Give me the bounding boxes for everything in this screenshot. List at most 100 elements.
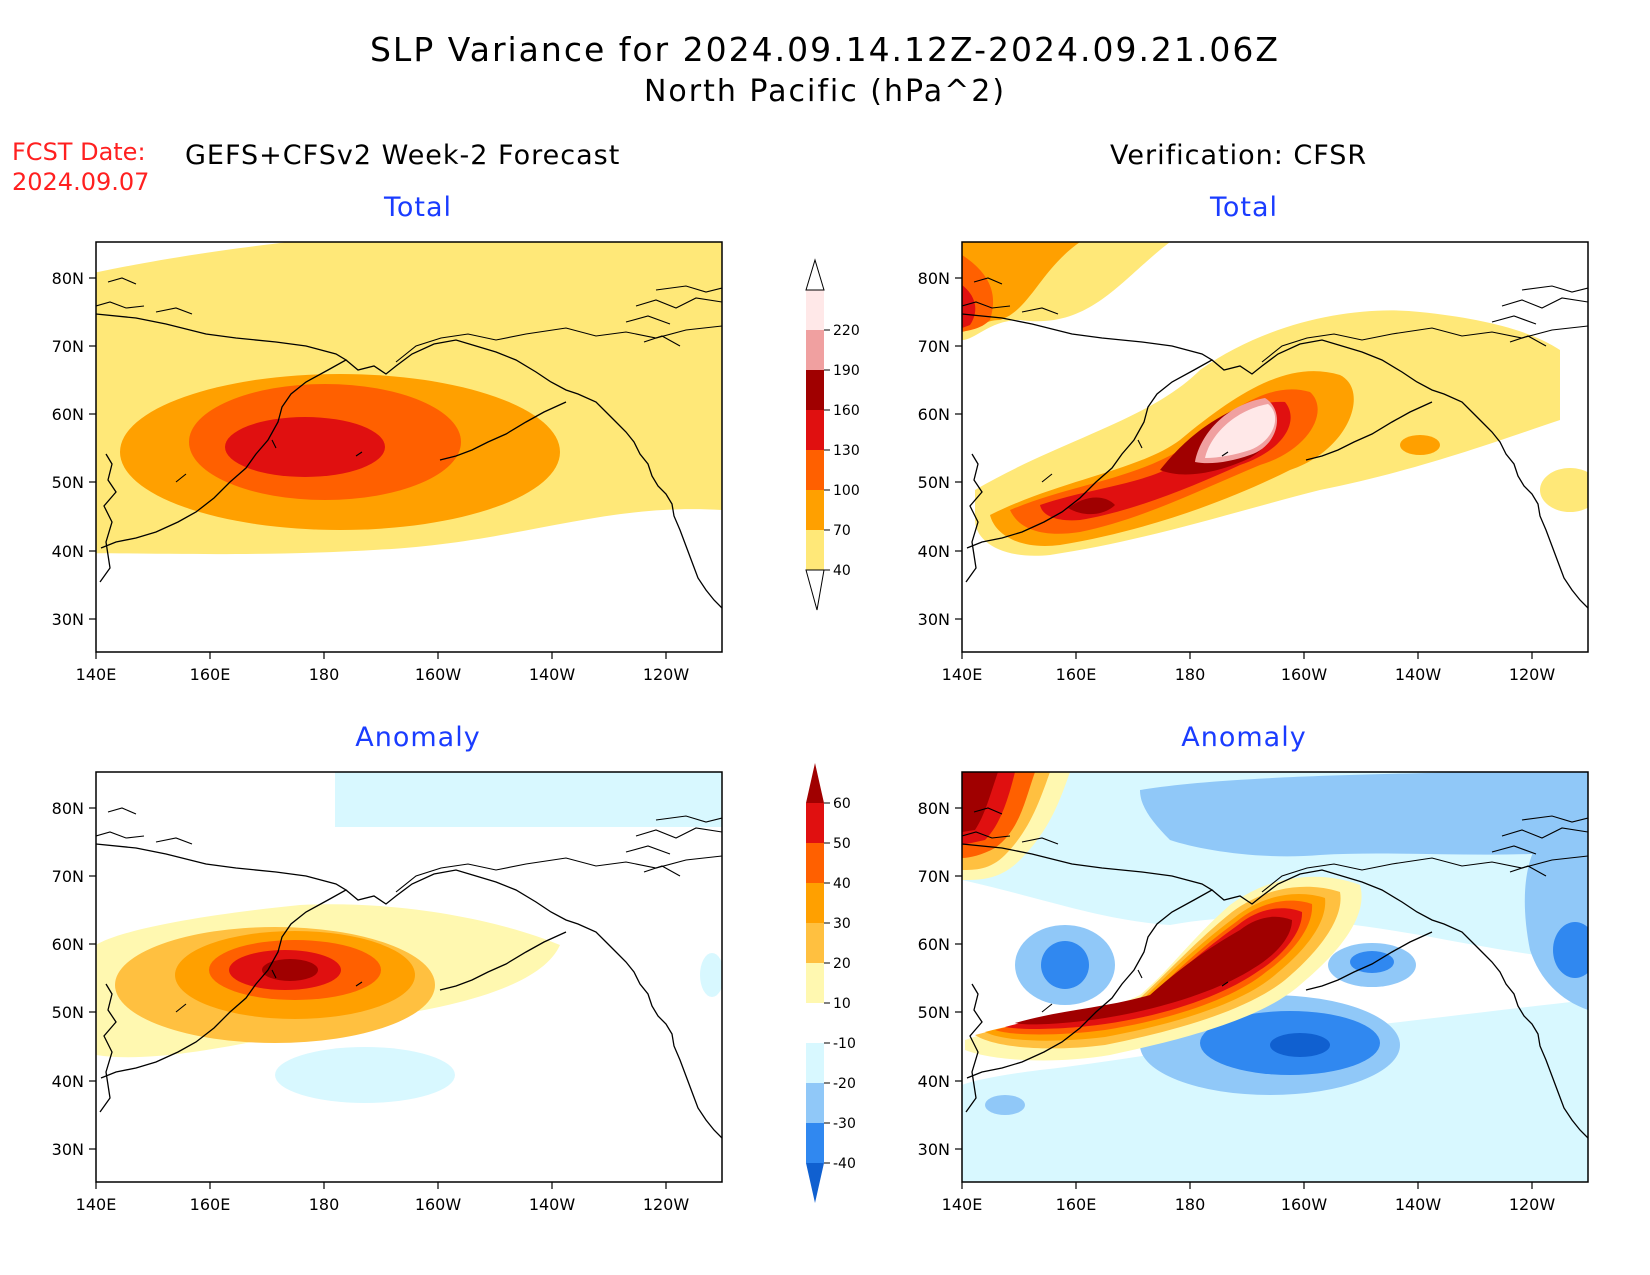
forecast-total-map (95, 241, 723, 653)
colorbar-anomaly: -40 -30 -20 -10 10 20 30 40 50 60 (806, 763, 856, 1203)
colorbar-total-top-arrow (805, 258, 825, 291)
panel-title-forecast-total: Total (383, 192, 453, 223)
colorbar-total-box (806, 370, 824, 410)
lon-tick-label: 140E (76, 665, 117, 684)
lat-tick-label: 30N (52, 1140, 84, 1159)
colorbar-anomaly-box (806, 1043, 824, 1083)
lon-tick-label: 180 (309, 665, 340, 684)
verification-total-map (961, 241, 1589, 653)
lon-tick-label: 120W (1509, 665, 1556, 684)
lon-tick-label: 120W (643, 1195, 690, 1214)
lon-tick-label: 160E (190, 665, 231, 684)
lon-tick-label: 160E (190, 1195, 231, 1214)
colorbar-total-label: 100 (833, 483, 860, 499)
colorbar-total-box (806, 450, 824, 490)
colorbar-anomaly-label: 10 (833, 996, 851, 1012)
lat-tick-label: 50N (52, 473, 84, 492)
lat-tick-label: 50N (918, 473, 950, 492)
colorbar-total-box (806, 330, 824, 370)
lon-tick-label: 180 (1175, 1195, 1206, 1214)
lat-tick-label: 40N (918, 1072, 950, 1091)
fcst-date-value: 2024.09.07 (12, 168, 150, 196)
lat-tick-label: 40N (52, 542, 84, 561)
lon-tick-label: 160E (1056, 1195, 1097, 1214)
lat-tick-label: 30N (52, 610, 84, 629)
main-subtitle: North Pacific (hPa^2) (643, 74, 1007, 109)
lon-tick-label: 140W (529, 665, 576, 684)
lon-tick-label: 180 (309, 1195, 340, 1214)
panel-title-forecast-anomaly: Anomaly (355, 722, 481, 753)
colorbar-anomaly-box (806, 963, 824, 1003)
panel-title-verification-anomaly: Anomaly (1181, 722, 1307, 753)
lat-tick-label: 60N (918, 405, 950, 424)
lon-tick-label: 180 (1175, 665, 1206, 684)
colorbar-total-label: 70 (833, 523, 851, 539)
lon-tick-label: 160W (1281, 1195, 1328, 1214)
lon-tick-label: 160W (415, 1195, 462, 1214)
colorbar-anomaly-box (806, 803, 824, 843)
lat-tick-label: 70N (918, 337, 950, 356)
lon-tick-label: 160W (1281, 665, 1328, 684)
fcst-date-label: FCST Date: (12, 138, 146, 166)
lat-tick-label: 60N (52, 405, 84, 424)
colorbar-anomaly-label: 50 (833, 836, 851, 852)
lat-tick-label: 40N (52, 1072, 84, 1091)
colorbar-total-box (806, 410, 824, 450)
lat-tick-label: 30N (918, 610, 950, 629)
colorbar-anomaly-label: 40 (833, 876, 851, 892)
lat-tick-label: 70N (918, 867, 950, 886)
lat-tick-label: 80N (52, 269, 84, 288)
colorbar-anomaly-box (806, 923, 824, 963)
lon-tick-label: 120W (643, 665, 690, 684)
lon-tick-label: 140E (76, 1195, 117, 1214)
colorbar-anomaly-label: -40 (833, 1156, 856, 1172)
forecast-anomaly-map (95, 771, 723, 1183)
colorbar-anomaly-box (806, 843, 824, 883)
lon-tick-label: 120W (1509, 1195, 1556, 1214)
colorbar-anomaly-box (806, 1083, 824, 1123)
colorbar-anomaly-label: 60 (833, 796, 851, 812)
lon-tick-label: 160E (1056, 665, 1097, 684)
lon-tick-label: 140W (529, 1195, 576, 1214)
colorbar-total-label: 160 (833, 403, 860, 419)
colorbar-total-label: 40 (833, 563, 851, 579)
lat-tick-label: 70N (52, 337, 84, 356)
colorbar-total-label: 190 (833, 363, 860, 379)
panel-title-verification-total: Total (1209, 192, 1279, 223)
lat-tick-label: 40N (918, 542, 950, 561)
colorbar-anomaly-box (806, 1003, 824, 1043)
colorbar-anomaly-label: 30 (833, 916, 851, 932)
lon-tick-label: 160W (415, 665, 462, 684)
colorbar-anomaly-label: -10 (833, 1036, 856, 1052)
lon-tick-label: 140W (1395, 1195, 1442, 1214)
lat-tick-label: 80N (918, 799, 950, 818)
main-title: SLP Variance for 2024.09.14.12Z-2024.09.… (369, 30, 1281, 69)
lat-tick-label: 60N (918, 935, 950, 954)
lat-tick-label: 50N (52, 1003, 84, 1022)
colorbar-total-label: 130 (833, 443, 860, 459)
colorbar-anomaly-box (806, 883, 824, 923)
lon-tick-label: 140W (1395, 665, 1442, 684)
colorbar-anomaly-label: 20 (833, 956, 851, 972)
lat-tick-label: 80N (52, 799, 84, 818)
colorbar-total-label: 220 (833, 323, 860, 339)
lat-tick-label: 60N (52, 935, 84, 954)
colorbar-total-box (806, 530, 824, 570)
lon-tick-label: 140E (942, 665, 983, 684)
lat-tick-label: 50N (918, 1003, 950, 1022)
colorbar-anomaly-label: -30 (833, 1116, 856, 1132)
colorbar-anomaly-box (806, 1123, 824, 1163)
colorbar-total-bottom-arrow (805, 569, 825, 611)
verification-subtitle: Verification: CFSR (1110, 140, 1368, 171)
forecast-subtitle: GEFS+CFSv2 Week-2 Forecast (185, 140, 621, 171)
colorbar-anomaly-bottom-arrow (806, 1163, 824, 1203)
colorbar-total-box (806, 490, 824, 530)
lat-tick-label: 80N (918, 269, 950, 288)
colorbar-anomaly-top-arrow (806, 763, 824, 803)
colorbar-anomaly-label: -20 (833, 1076, 856, 1092)
colorbar-total: 40 70 100 130 160 190 220 (805, 258, 860, 611)
map-axes: 140E 160E 180 160W 140W 120W 80N 70N 60N 50N 40N 30… (52, 269, 1556, 1214)
colorbar-total-box (806, 290, 824, 330)
lat-tick-label: 70N (52, 867, 84, 886)
